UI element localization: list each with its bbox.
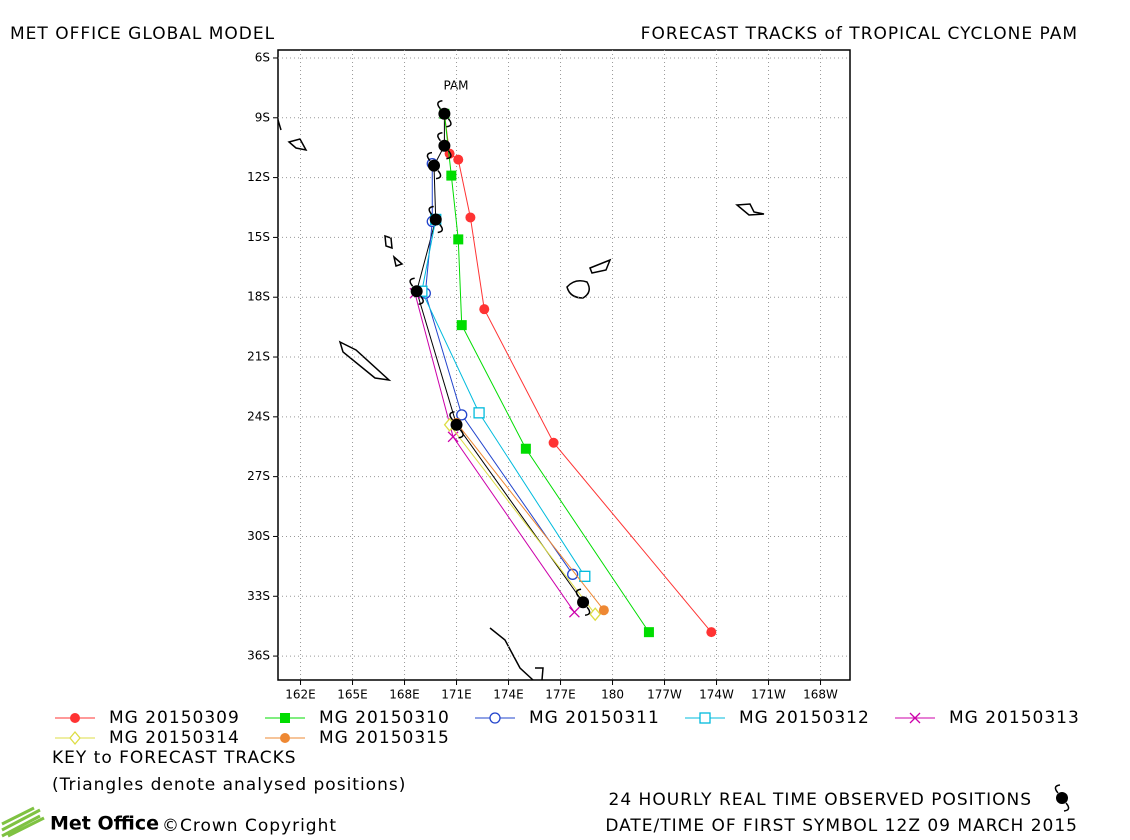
cyclone-symbol (449, 411, 464, 439)
y-tick-label: 33S (247, 589, 270, 603)
forecast-track (443, 113, 712, 633)
marker (589, 607, 602, 622)
legend-label: MG 20150310 (319, 708, 450, 728)
title-left: MET OFFICE GLOBAL MODEL (10, 24, 275, 44)
marker (579, 570, 591, 582)
plot-frame (277, 49, 851, 681)
legend-label: MG 20150313 (949, 708, 1080, 728)
cyclone-symbol (428, 205, 444, 234)
chart-title: FORECAST TRACKS of TROPICAL CYCLONE PAM (641, 24, 1078, 44)
y-tick-label: 21S (247, 350, 270, 364)
marker (446, 170, 457, 181)
observed-track (416, 113, 584, 603)
cyclone-arm (575, 588, 591, 616)
forecast-track (449, 424, 596, 615)
x-tick-label: 162E (285, 688, 316, 702)
x-tick-label: 171W (751, 688, 786, 702)
marker (473, 407, 485, 419)
cyclone-core (450, 418, 463, 431)
x-tick-label: 174W (699, 688, 734, 702)
marker (456, 409, 468, 421)
cyclone-arm (437, 131, 452, 160)
legend-marker (69, 730, 81, 746)
marker (568, 606, 580, 618)
cyclone-core (438, 139, 451, 152)
coastlines (277, 119, 765, 681)
cyclone-arm (449, 411, 464, 439)
forecast-track (456, 422, 605, 611)
x-tick-label: 177W (647, 688, 682, 702)
legend-marker (280, 713, 290, 723)
y-tick-label: 36S (247, 649, 270, 663)
y-tick-label: 27S (247, 469, 270, 483)
x-tick-label: 177E (545, 688, 576, 702)
cyclone-core (438, 107, 451, 120)
cyclone-symbol (437, 131, 452, 160)
legend-label: MG 20150311 (529, 708, 660, 728)
cyclone-symbol (575, 588, 591, 616)
marker (456, 320, 467, 331)
x-tick-label: 174E (493, 688, 524, 702)
cyclone-core (428, 159, 440, 172)
first-symbol: DATE/TIME OF FIRST SYMBOL 12Z 09 MARCH 2… (605, 816, 1078, 836)
cyclone-arm (437, 100, 452, 128)
marker (548, 437, 559, 448)
legend-marker (280, 733, 290, 743)
marker (567, 568, 579, 580)
cyclone-core (410, 285, 423, 298)
x-tick-label: 165E (337, 688, 368, 702)
cyclone-arm (1054, 784, 1070, 812)
marker (706, 627, 717, 638)
cyclone-symbol (437, 100, 452, 128)
marker (465, 212, 476, 223)
legend-marker (489, 712, 501, 724)
marker (444, 148, 455, 159)
y-tick-label: 15S (247, 230, 270, 244)
legend-marker (699, 712, 711, 724)
legend-label: MG 20150312 (739, 708, 870, 728)
legend-marker (909, 712, 921, 724)
legend-label: MG 20150315 (319, 728, 450, 748)
legend-marker (70, 713, 80, 723)
y-tick-label: 9S (255, 110, 270, 124)
legend-label: MG 20150314 (109, 728, 240, 748)
y-tick-label: 30S (247, 529, 270, 543)
cyclone-symbol (426, 151, 442, 180)
forecast-track (414, 293, 575, 613)
storm-label: PAM (443, 79, 468, 93)
observed-key-symbol (1054, 784, 1070, 812)
cyclone-arm (409, 277, 424, 305)
marker (643, 627, 654, 638)
cyclone-core (577, 596, 590, 609)
copyright: ©Crown Copyright (162, 816, 337, 836)
x-tick-label: 168E (389, 688, 420, 702)
cyclone-core (1056, 792, 1068, 804)
marker (453, 234, 464, 245)
forecast-track (443, 113, 650, 633)
x-tick-label: 180 (601, 688, 624, 702)
cyclone-core (429, 213, 442, 226)
key-note: (Triangles denote analysed positions) (52, 775, 406, 795)
y-tick-label: 18S (247, 290, 270, 304)
y-tick-label: 12S (247, 170, 270, 184)
marker (520, 443, 531, 454)
cyclone-arm (428, 205, 444, 234)
marker (479, 304, 490, 315)
marker (453, 154, 464, 165)
cyclone-arm (426, 151, 442, 180)
observed-label: 24 HOURLY REAL TIME OBSERVED POSITIONS (609, 790, 1032, 810)
y-tick-label: 6S (255, 50, 270, 64)
forecast-track (424, 163, 574, 575)
legend-label: MG 20150309 (109, 708, 240, 728)
cyclone-symbol (409, 277, 424, 305)
forecast-track (421, 219, 586, 577)
logo (1, 806, 45, 838)
x-tick-label: 168W (803, 688, 838, 702)
y-tick-label: 24S (247, 409, 270, 423)
x-tick-label: 171E (441, 688, 472, 702)
marker (598, 605, 609, 616)
brand: Met Office (50, 813, 159, 835)
key-title: KEY to FORECAST TRACKS (52, 748, 297, 768)
